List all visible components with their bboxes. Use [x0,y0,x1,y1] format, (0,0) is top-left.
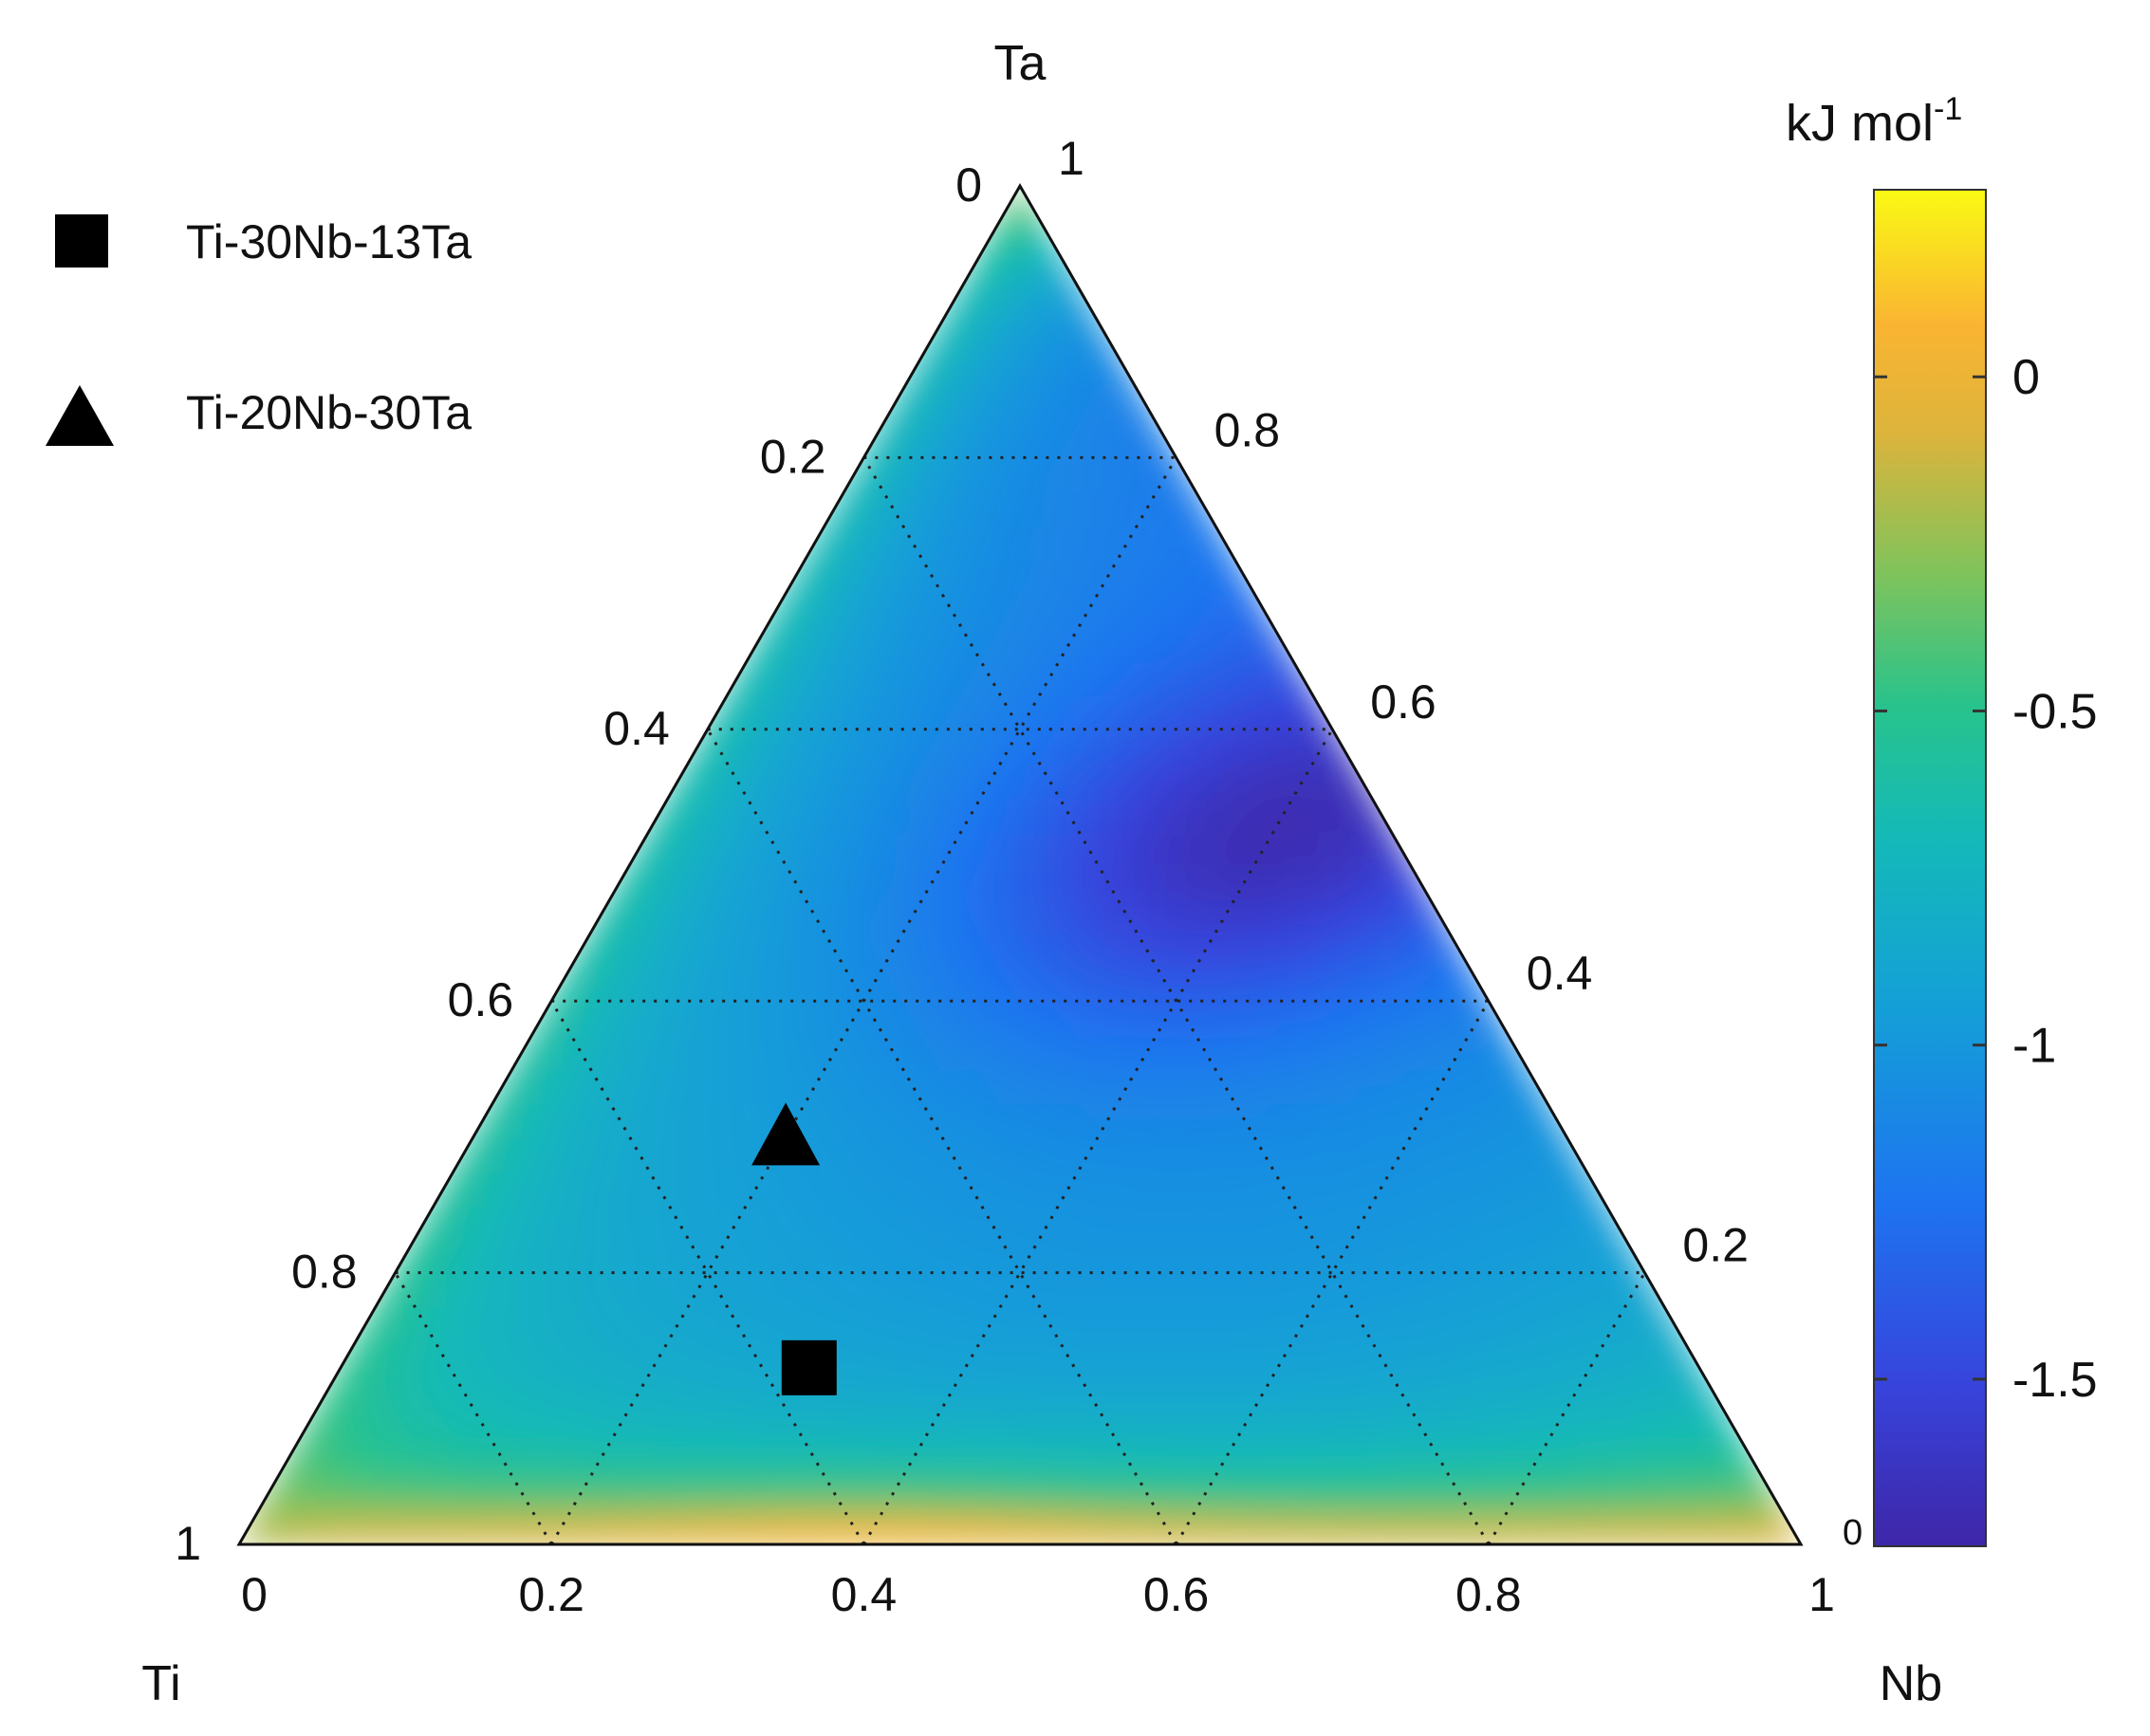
colorbar-tick-label: 0 [2012,350,2040,405]
tick-label-bottom: 0.6 [1143,1568,1210,1621]
ternary-grid [394,455,1646,1545]
marker-triangle [751,1102,821,1166]
tick-label-right: 0.4 [1527,947,1593,1000]
legend-triangle-marker [46,385,114,446]
tick-label-bottom: 0.8 [1455,1568,1522,1621]
tick-label-right: 1 [1058,132,1084,185]
colorbar-tick-label: -1 [2012,1019,2056,1074]
contour-field [239,186,1801,1544]
tick-label-bottom: 0 [241,1568,268,1621]
grid-line-ti [549,1000,865,1545]
tick-label-right: 0 [1843,1513,1863,1553]
legend-label-triangle: Ti-20Nb-30Ta [186,386,472,439]
ternary-outline [236,182,1804,1546]
legend: Ti-30Nb-13Ta Ti-20Nb-30Ta [46,214,472,446]
vertex-label-ta: Ta [994,36,1047,91]
tick-label-right: 0.2 [1682,1219,1749,1272]
tick-label-left: 0.6 [448,973,514,1026]
marker-square [781,1339,837,1395]
tick-label-left: 0.2 [760,430,826,483]
vertex-label-ti: Ti [141,1656,180,1711]
colorbar-title: kJ mol-1 [1786,91,1962,152]
data-markers [751,1102,837,1395]
tick-label-right: 0.6 [1370,675,1436,729]
field-cell [997,186,1043,222]
tick-label-bottom: 0.4 [831,1568,898,1621]
colorbar-title-exponent: -1 [1934,91,1962,127]
tick-labels: 0 0.2 0.4 0.6 0.8 1 1 0.8 0.6 0.4 0.2 0 0 0.2 0.4 0.6 0.… [175,132,1863,1621]
colorbar-tick-label: -0.5 [2012,684,2098,739]
tick-label-bottom: 0.2 [518,1568,584,1621]
tick-label-left: 0.8 [291,1246,358,1299]
colorbar-ticks: 0 -0.5 -1 -1.5 [1874,350,2098,1408]
colorbar-gradient [1873,189,1987,1547]
tick-label-left: 0 [955,158,982,212]
legend-label-square: Ti-30Nb-13Ta [186,215,472,268]
tick-label-bottom: 1 [1808,1568,1835,1621]
colorbar-tick-label: -1.5 [2012,1353,2098,1408]
tick-label-left: 1 [175,1517,201,1570]
tick-label-left: 0.4 [603,702,670,755]
grid-line-nb [1175,1000,1491,1545]
vertex-label-nb: Nb [1880,1656,1942,1711]
colorbar-title-unit: kJ mol [1786,95,1934,152]
tick-label-right: 0.8 [1214,403,1281,456]
legend-square-marker [55,214,108,268]
colorbar: kJ mol-1 0-0.5-1-1.5 [1786,91,2098,1547]
